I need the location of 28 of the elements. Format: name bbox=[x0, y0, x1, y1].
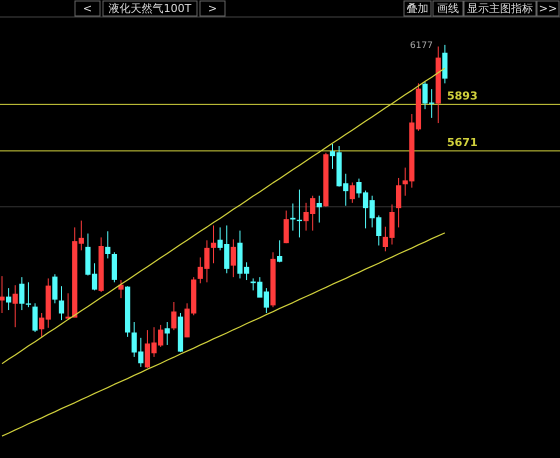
annotation: 5893 bbox=[447, 89, 478, 102]
text: 叠加 bbox=[406, 2, 428, 15]
candlestick bbox=[0, 276, 5, 314]
candlestick bbox=[316, 195, 322, 224]
candlestick bbox=[52, 274, 58, 304]
candlestick bbox=[6, 288, 12, 311]
text: 显示主图指标 bbox=[467, 2, 533, 15]
candlestick bbox=[396, 177, 402, 228]
candlestick bbox=[105, 230, 110, 259]
candlestick bbox=[58, 286, 64, 321]
text: > bbox=[208, 2, 218, 15]
candlestick bbox=[164, 322, 170, 346]
text: 画线 bbox=[437, 2, 459, 15]
candlestick bbox=[171, 301, 176, 331]
candlestick bbox=[65, 292, 71, 319]
chart-title: 液化天然气100T bbox=[108, 2, 192, 15]
candlestick bbox=[230, 238, 236, 278]
annotation: 5671 bbox=[447, 136, 478, 149]
candlestick bbox=[277, 240, 282, 263]
annotation: 6177 bbox=[410, 40, 433, 51]
candlestick bbox=[210, 224, 216, 264]
candlestick bbox=[12, 284, 18, 328]
text: >> bbox=[538, 2, 558, 15]
candlestick bbox=[350, 182, 355, 204]
candlestick bbox=[290, 202, 296, 232]
candlestick bbox=[32, 302, 38, 333]
text: < bbox=[82, 2, 92, 15]
candlestick bbox=[284, 210, 289, 244]
